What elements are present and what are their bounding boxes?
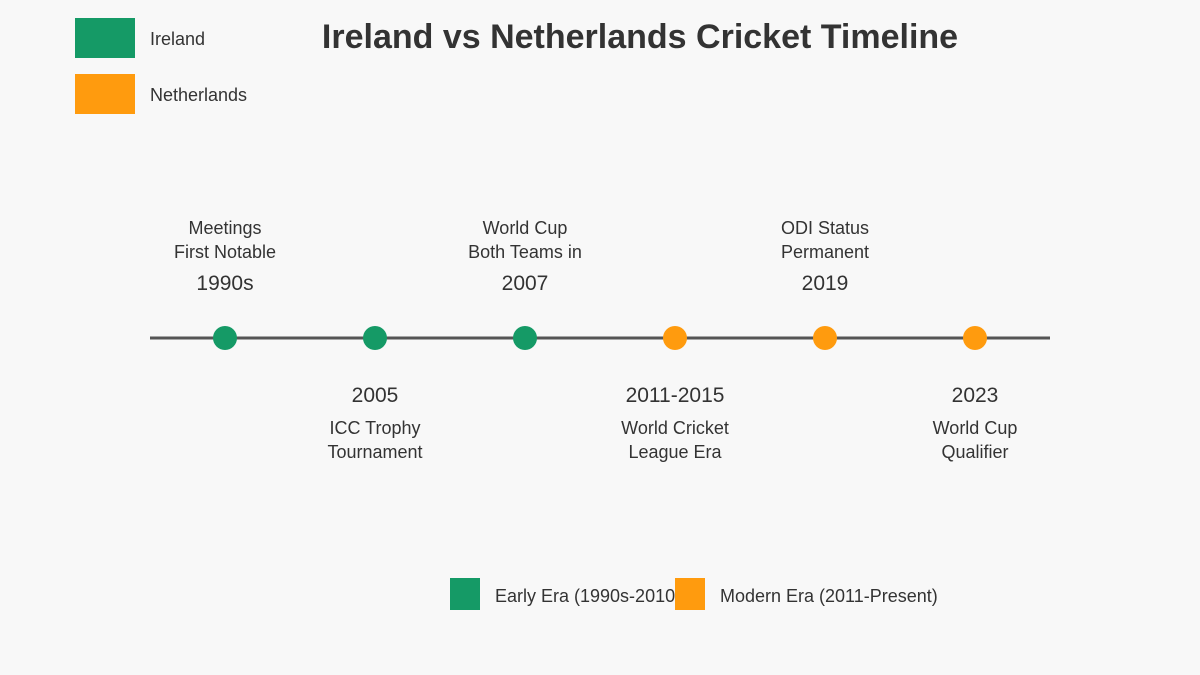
event-marker [213,326,237,350]
legend-label-early-era: Early Era (1990s-2010 [495,586,675,606]
legend-label-modern-era: Modern Era (2011-Present) [720,586,938,606]
event-description: ODI Status [781,218,869,238]
event-marker [813,326,837,350]
legend-top: Ireland Netherlands [75,18,247,114]
event-description: Tournament [327,442,422,462]
timeline-event: 2011-2015 World Cricket League Era [621,326,729,462]
legend-swatch-netherlands [75,74,135,114]
event-marker [513,326,537,350]
timeline-event: 2019 ODI Status Permanent [781,218,869,350]
timeline-event: 2023 World Cup Qualifier [933,326,1018,462]
event-description: ICC Trophy [329,418,420,438]
timeline-event: 2007 World Cup Both Teams in [468,218,582,350]
event-marker [663,326,687,350]
event-year: 2005 [352,384,399,407]
timeline-event: 1990s Meetings First Notable [174,218,276,350]
event-year: 2019 [802,272,849,295]
legend-label-netherlands: Netherlands [150,85,247,105]
event-year: 1990s [196,272,253,295]
event-description: Permanent [781,242,869,262]
event-description: World Cricket [621,418,729,438]
legend-label-ireland: Ireland [150,29,205,49]
legend-swatch-early-era [450,578,480,610]
legend-swatch-modern-era [675,578,705,610]
event-marker [363,326,387,350]
event-description: World Cup [483,218,568,238]
event-year: 2007 [502,272,549,295]
event-description: Qualifier [941,442,1008,462]
event-description: First Notable [174,242,276,262]
event-description: World Cup [933,418,1018,438]
event-description: Meetings [188,218,261,238]
timeline-event: 2005 ICC Trophy Tournament [327,326,423,462]
event-description: Both Teams in [468,242,582,262]
chart-title: Ireland vs Netherlands Cricket Timeline [322,18,958,56]
legend-swatch-ireland [75,18,135,58]
event-description: League Era [628,442,722,462]
timeline-events: 1990s Meetings First Notable 2005 ICC Trophy… [174,218,1017,462]
event-marker [963,326,987,350]
legend-bottom: Early Era (1990s-2010 Modern Era (2011-P… [450,578,938,610]
event-year: 2011-2015 [626,384,725,407]
event-year: 2023 [952,384,999,407]
